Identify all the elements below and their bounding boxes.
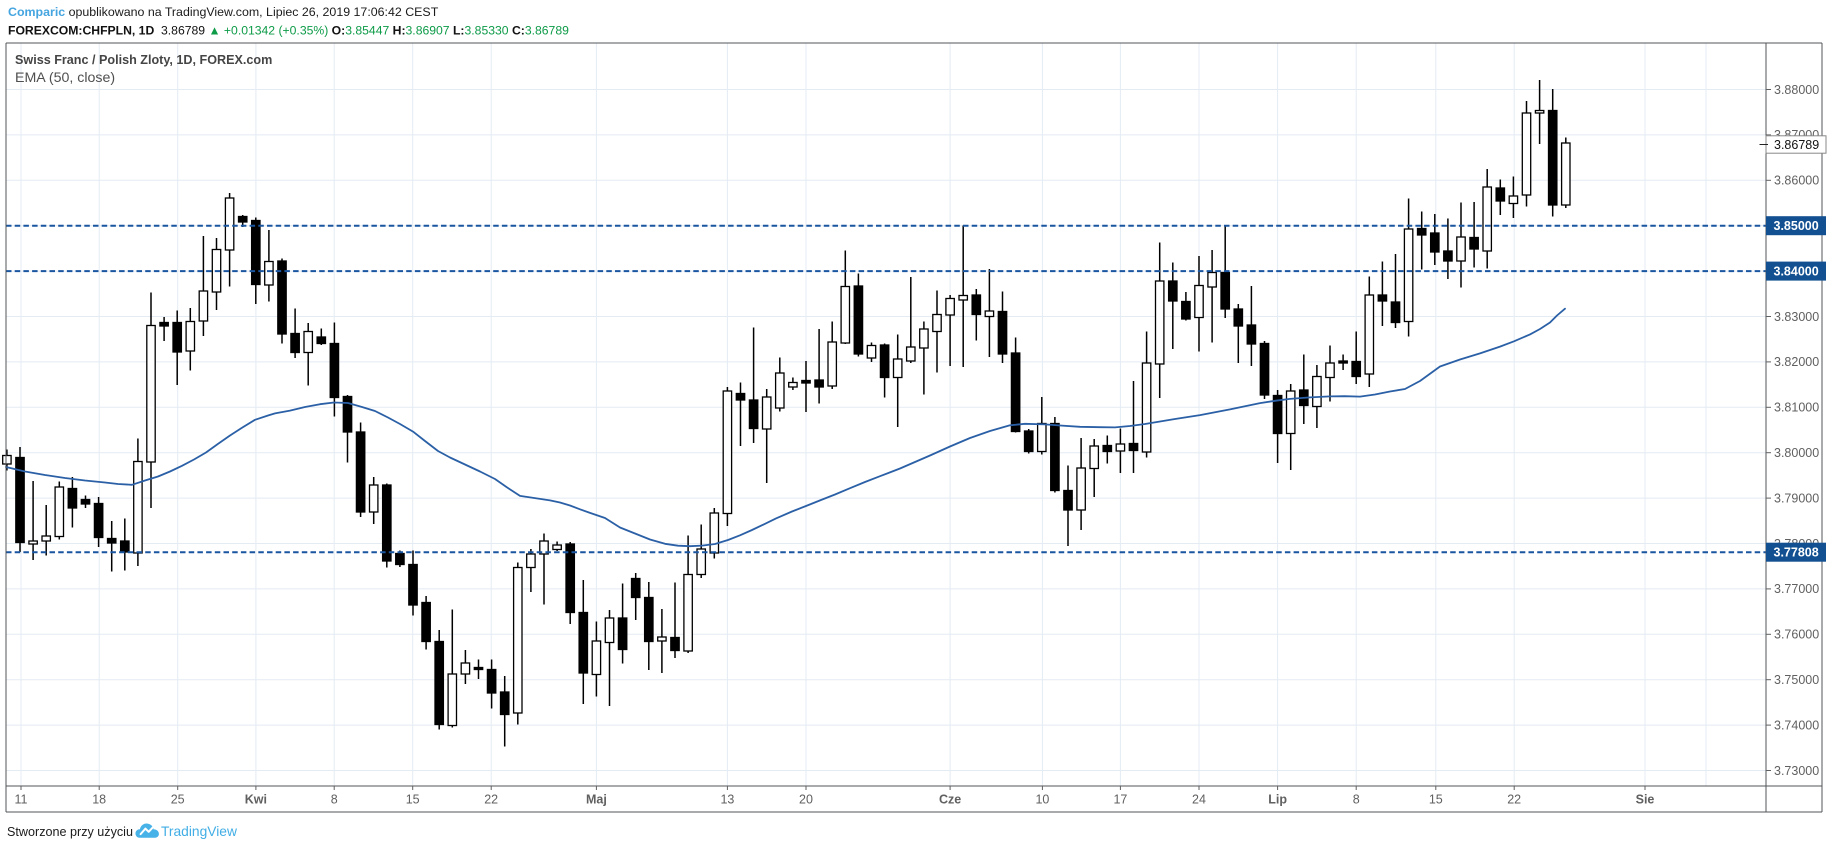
svg-text:3.76000: 3.76000 xyxy=(1774,628,1819,642)
svg-text:10: 10 xyxy=(1035,793,1049,807)
svg-text:17: 17 xyxy=(1113,793,1127,807)
svg-text:15: 15 xyxy=(1429,793,1443,807)
svg-text:20: 20 xyxy=(799,793,813,807)
svg-text:3.80000: 3.80000 xyxy=(1774,446,1819,460)
svg-text:3.77000: 3.77000 xyxy=(1774,582,1819,596)
svg-text:24: 24 xyxy=(1192,793,1206,807)
svg-text:11: 11 xyxy=(15,793,28,807)
svg-text:3.75000: 3.75000 xyxy=(1774,673,1819,687)
svg-text:3.83000: 3.83000 xyxy=(1774,310,1819,324)
svg-text:3.86789: 3.86789 xyxy=(1774,138,1819,152)
svg-text:EMA (50, close): EMA (50, close) xyxy=(15,70,115,86)
svg-text:3.73000: 3.73000 xyxy=(1774,764,1819,778)
svg-text:Comparic opublikowano na Tradi: Comparic opublikowano na TradingView.com… xyxy=(8,5,439,19)
svg-text:15: 15 xyxy=(406,793,420,807)
svg-text:3.84000: 3.84000 xyxy=(1774,264,1819,278)
svg-text:Swiss Franc / Polish Zloty, 1D: Swiss Franc / Polish Zloty, 1D, FOREX.co… xyxy=(15,53,272,67)
svg-text:Sie: Sie xyxy=(1636,793,1655,807)
svg-text:3.82000: 3.82000 xyxy=(1774,355,1819,369)
svg-text:Cze: Cze xyxy=(939,793,961,807)
svg-text:3.74000: 3.74000 xyxy=(1774,718,1819,732)
svg-text:TradingView: TradingView xyxy=(161,824,237,839)
svg-text:Maj: Maj xyxy=(586,793,607,807)
svg-text:22: 22 xyxy=(1507,793,1521,807)
svg-text:3.81000: 3.81000 xyxy=(1774,401,1819,415)
svg-text:Lip: Lip xyxy=(1268,793,1287,807)
svg-text:22: 22 xyxy=(484,793,498,807)
svg-text:3.77808: 3.77808 xyxy=(1774,546,1819,560)
svg-text:3.86000: 3.86000 xyxy=(1774,174,1819,188)
svg-text:13: 13 xyxy=(720,793,734,807)
svg-text:18: 18 xyxy=(92,793,106,807)
svg-text:8: 8 xyxy=(331,793,338,807)
svg-text:Kwi: Kwi xyxy=(245,793,267,807)
svg-text:3.88000: 3.88000 xyxy=(1774,83,1819,97)
svg-text:25: 25 xyxy=(171,793,185,807)
svg-text:FOREXCOM:CHFPLN, 1D 3.86789 ▲: FOREXCOM:CHFPLN, 1D 3.86789 ▲ +0.01342 (… xyxy=(8,24,569,38)
svg-text:8: 8 xyxy=(1353,793,1360,807)
svg-text:3.85000: 3.85000 xyxy=(1774,219,1819,233)
svg-text:Stworzone przy użyciu: Stworzone przy użyciu xyxy=(7,825,133,839)
svg-text:3.79000: 3.79000 xyxy=(1774,491,1819,505)
